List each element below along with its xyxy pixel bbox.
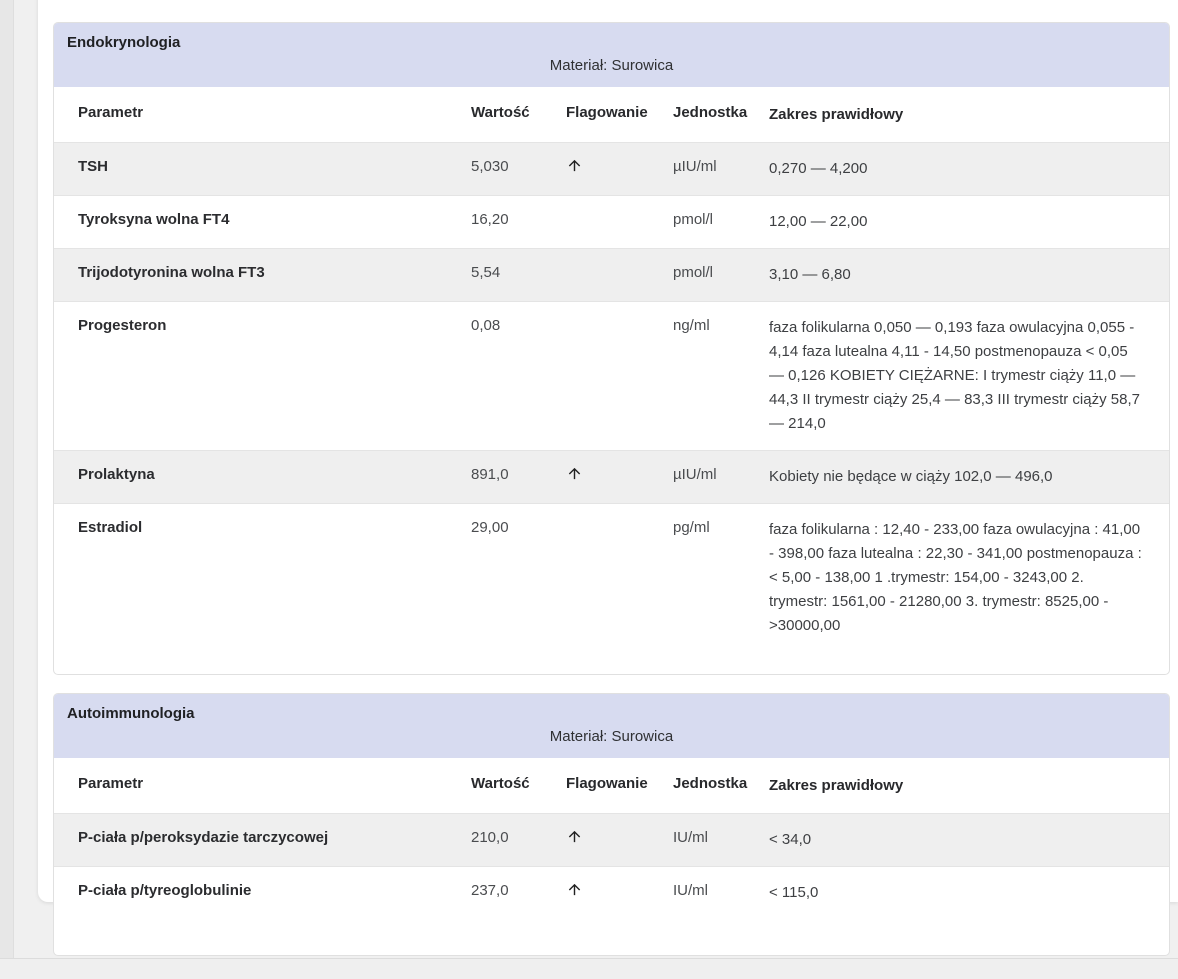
cell-wartosc: 891,0 bbox=[471, 466, 509, 483]
cell-jednostka: IU/ml bbox=[673, 882, 708, 899]
results-card: Endokrynologia Materiał: Surowica Parame… bbox=[38, 0, 1178, 956]
cell-flagowanie bbox=[566, 881, 673, 902]
table-header-row: Parametr Wartość Flagowanie Jednostka Zakres… bbox=[54, 87, 1169, 142]
cell-wartosc: 237,0 bbox=[471, 882, 509, 899]
cell-flagowanie bbox=[566, 465, 673, 486]
table-row: Progesteron 0,08 ng/ml faza folikularna … bbox=[54, 301, 1169, 450]
section-header-band: Endokrynologia Materiał: Surowica bbox=[54, 23, 1169, 87]
col-header-parametr: Parametr bbox=[78, 775, 144, 792]
cell-wartosc: 29,00 bbox=[471, 519, 509, 536]
lab-sections-container: Endokrynologia Materiał: Surowica Parame… bbox=[53, 22, 1170, 956]
arrow-up-icon bbox=[568, 883, 581, 896]
cell-zakres: 12,00 — 22,00 bbox=[769, 213, 868, 230]
table-row: Trijodotyronina wolna FT3 5,54 pmol/l 3,… bbox=[54, 248, 1169, 301]
col-header-jednostka: Jednostka bbox=[673, 775, 748, 792]
table-row: Tyroksyna wolna FT4 16,20 pmol/l 12,00 —… bbox=[54, 195, 1169, 248]
cell-wartosc: 0,08 bbox=[471, 317, 501, 334]
cell-zakres: 3,10 — 6,80 bbox=[769, 266, 851, 283]
col-header-wartosc: Wartość bbox=[471, 775, 530, 792]
arrow-up-icon bbox=[568, 830, 581, 843]
col-header-flagowanie: Flagowanie bbox=[566, 775, 648, 792]
left-gutter bbox=[0, 0, 14, 979]
footer-strip bbox=[0, 959, 1178, 979]
cell-parametr: Tyroksyna wolna FT4 bbox=[78, 211, 230, 228]
footer-divider bbox=[0, 958, 1178, 959]
cell-parametr: Progesteron bbox=[78, 317, 167, 334]
cell-wartosc: 5,54 bbox=[471, 264, 501, 281]
material-label: Materiał: Surowica bbox=[549, 57, 674, 74]
cell-jednostka: pmol/l bbox=[673, 211, 714, 228]
col-header-parametr: Parametr bbox=[78, 104, 144, 121]
cell-flagowanie bbox=[566, 828, 673, 849]
cell-jednostka: pg/ml bbox=[673, 519, 710, 536]
col-header-flagowanie: Flagowanie bbox=[566, 104, 648, 121]
cell-zakres: faza folikularna : 12,40 - 233,00 faza o… bbox=[769, 521, 1142, 634]
section-header-band: Autoimmunologia Materiał: Surowica bbox=[54, 694, 1169, 758]
cell-zakres: < 34,0 bbox=[769, 831, 812, 848]
table-header-row: Parametr Wartość Flagowanie Jednostka Zakres… bbox=[54, 758, 1169, 813]
cell-parametr: Trijodotyronina wolna FT3 bbox=[78, 264, 265, 281]
cell-zakres: faza folikularna 0,050 — 0,193 faza owul… bbox=[769, 319, 1140, 432]
cell-wartosc: 210,0 bbox=[471, 829, 509, 846]
col-header-wartosc: Wartość bbox=[471, 104, 530, 121]
cell-flagowanie bbox=[566, 157, 673, 178]
col-header-zakres: Zakres prawidłowy bbox=[769, 106, 904, 123]
cell-jednostka: pmol/l bbox=[673, 264, 714, 281]
section-title: Autoimmunologia bbox=[67, 705, 195, 722]
arrow-up-icon bbox=[568, 159, 581, 172]
table-row: P-ciała p/peroksydazie tarczycowej 210,0… bbox=[54, 813, 1169, 866]
cell-zakres: 0,270 — 4,200 bbox=[769, 160, 868, 177]
cell-wartosc: 5,030 bbox=[471, 158, 509, 175]
cell-jednostka: IU/ml bbox=[673, 829, 708, 846]
cell-jednostka: ng/ml bbox=[673, 317, 710, 334]
table-body: TSH 5,030 µIU/ml 0,270 — 4,200 Tyroksyna… bbox=[54, 142, 1169, 674]
table-row: Estradiol 29,00 pg/ml faza folikularna :… bbox=[54, 503, 1169, 652]
lab-section-endokrynologia: Endokrynologia Materiał: Surowica Parame… bbox=[53, 22, 1170, 675]
cell-parametr: TSH bbox=[78, 158, 108, 175]
cell-wartosc: 16,20 bbox=[471, 211, 509, 228]
cell-parametr: Estradiol bbox=[78, 519, 143, 536]
col-header-zakres: Zakres prawidłowy bbox=[769, 777, 904, 794]
cell-jednostka: µIU/ml bbox=[673, 466, 717, 483]
cell-zakres: < 115,0 bbox=[769, 884, 819, 901]
col-header-jednostka: Jednostka bbox=[673, 104, 748, 121]
cell-parametr: Prolaktyna bbox=[78, 466, 155, 483]
arrow-up-icon bbox=[568, 467, 581, 480]
table-row: Prolaktyna 891,0 µIU/ml Kobiety nie będą… bbox=[54, 450, 1169, 503]
material-label: Materiał: Surowica bbox=[549, 728, 674, 745]
table-body: P-ciała p/peroksydazie tarczycowej 210,0… bbox=[54, 813, 1169, 955]
cell-jednostka: µIU/ml bbox=[673, 158, 717, 175]
section-title: Endokrynologia bbox=[67, 34, 181, 51]
lab-section-autoimmunologia: Autoimmunologia Materiał: Surowica Param… bbox=[53, 693, 1170, 956]
table-row: TSH 5,030 µIU/ml 0,270 — 4,200 bbox=[54, 142, 1169, 195]
cell-parametr: P-ciała p/peroksydazie tarczycowej bbox=[78, 829, 329, 846]
cell-parametr: P-ciała p/tyreoglobulinie bbox=[78, 882, 252, 899]
cell-zakres: Kobiety nie będące w ciąży 102,0 — 496,0 bbox=[769, 468, 1053, 485]
table-row: P-ciała p/tyreoglobulinie 237,0 IU/ml < … bbox=[54, 866, 1169, 919]
